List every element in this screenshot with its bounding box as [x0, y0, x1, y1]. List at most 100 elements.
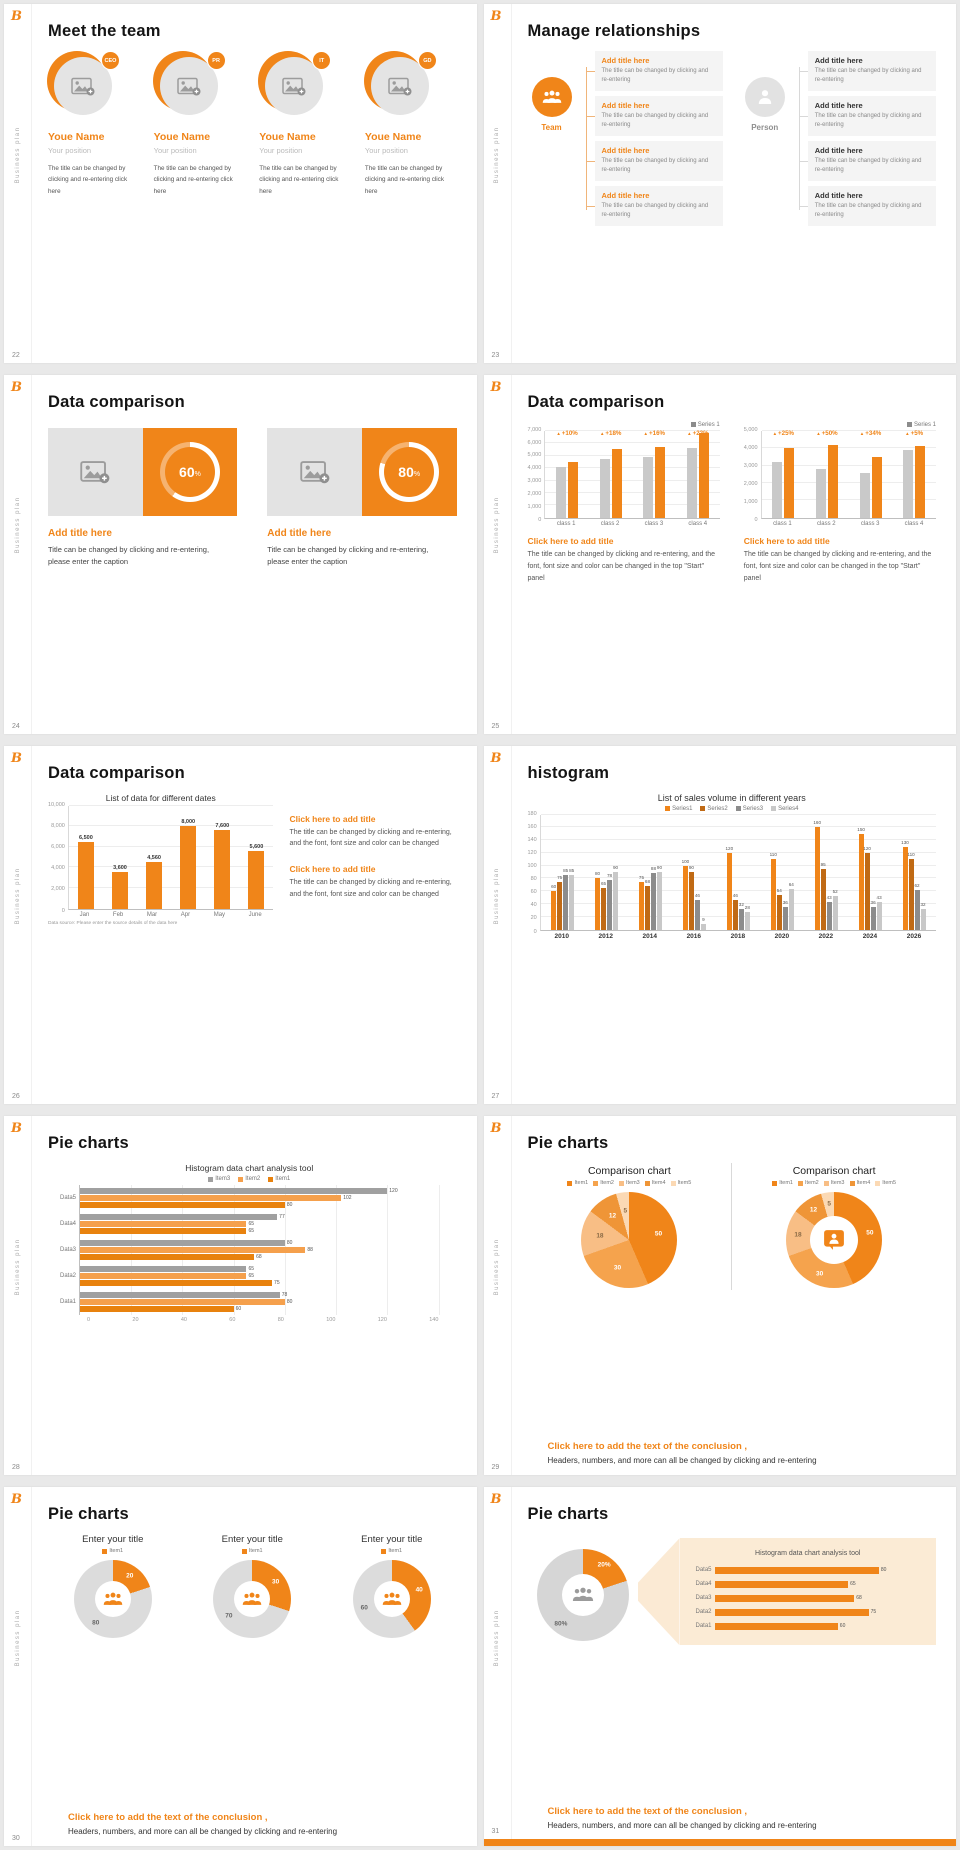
bar: [686, 448, 697, 518]
team-label: Team: [541, 123, 562, 132]
relationship-box: Add title here The title can be changed …: [798, 96, 936, 136]
legend-key: [670, 1180, 676, 1186]
bar: 68: [714, 1594, 862, 1602]
chart-title: Comparison chart: [792, 1165, 876, 1178]
role-badge: IT: [312, 51, 332, 70]
slide-title: Data comparison: [48, 763, 185, 782]
logo: B: [490, 1492, 502, 1508]
arrow-up-icon: ▲: [772, 430, 778, 436]
bar: 46: [733, 893, 738, 930]
sidebar-vertical-label: Business plan: [14, 1238, 21, 1296]
bar-value: 88: [650, 866, 657, 872]
image-placeholder-icon: [299, 460, 329, 484]
slide-sidebar: B Business plan 27: [484, 745, 512, 1105]
legend-key: [618, 1180, 624, 1186]
bar-value: 160: [813, 820, 822, 826]
chart-title: List of sales volume in different years: [657, 792, 806, 803]
conclusion-text: Headers, numbers, and more can all be ch…: [68, 1826, 338, 1836]
slide-number: 25: [491, 722, 500, 730]
x-tick-label: class 3: [644, 520, 664, 527]
slide-25: B Business plan 25 Data comparison Serie…: [483, 374, 956, 734]
bar-group: 5,600: [248, 806, 265, 909]
avatar: CEO: [47, 51, 120, 117]
bar-value: 120: [863, 845, 871, 851]
box-description: The title can be changed by clicking and…: [601, 158, 709, 173]
conclusion-text: Headers, numbers, and more can all be ch…: [547, 1456, 817, 1466]
bar: 130: [901, 840, 909, 930]
person-label: Person: [751, 123, 779, 132]
slide-22: B Business plan 22 Meet the team CEO You…: [4, 4, 477, 363]
bar-value: 120: [725, 845, 734, 851]
block-title: Click here to add title: [527, 535, 614, 546]
box-title: Add title here: [814, 146, 863, 155]
bar-value: 95: [820, 861, 826, 867]
bar: 62: [914, 883, 920, 930]
bar: 85: [563, 868, 568, 930]
sidebar-vertical-label: Business plan: [14, 1609, 21, 1667]
y-axis: 180 160 140 120 100 80 60 40 20 0: [527, 810, 537, 935]
bar: 75: [714, 1608, 876, 1616]
legend-key: [593, 1180, 599, 1186]
plot-area: ▲+25% ▲+50% ▲+34% ▲+5%: [760, 429, 936, 519]
category-label: Data1: [695, 1623, 712, 1630]
dates-section: List of data for different dates 10,000 8,…: [48, 793, 457, 926]
chart-legend: Item1: [327, 1548, 457, 1554]
slide-sidebar: B Business plan 31: [484, 1487, 512, 1846]
bar-value: 65: [248, 1221, 255, 1228]
slide-26: B Business plan 26 Data comparison List …: [4, 745, 477, 1105]
image-placeholder: [267, 427, 362, 516]
slide-sidebar: B Business plan 26: [4, 745, 32, 1105]
donut-chart: 20 80: [73, 1560, 152, 1639]
legend-item: Item4: [849, 1180, 870, 1186]
bar-value: 60: [551, 884, 557, 890]
pie-chart: 50 30 18 12 5: [581, 1192, 678, 1289]
bar: 46: [695, 893, 700, 930]
box-title: Add title here: [601, 101, 650, 110]
avatar-placeholder: [370, 57, 429, 115]
slice-label: 50: [866, 1229, 874, 1237]
legend-item: Item5: [875, 1180, 896, 1186]
comparison-panels: 60% Add title here Title can be changed …: [48, 427, 457, 568]
x-tick-label: 2026: [906, 932, 922, 940]
slide-number: 31: [491, 1827, 500, 1835]
relationship-box: Add title here The title can be changed …: [798, 141, 936, 181]
growth-label: ▲+18%: [599, 429, 622, 437]
member-position: Your position: [48, 146, 92, 155]
bar-value: 54: [776, 888, 782, 894]
x-tick-label: 20: [132, 1317, 139, 1324]
sidebar-vertical-label: Business plan: [494, 126, 500, 184]
bar-group: ▲+18%: [599, 429, 622, 518]
team-member: PR Youe Name Your position The title can…: [152, 51, 246, 197]
pies-row: Comparison chart Item1 Item2 Item3 Item4 Ite…: [528, 1163, 937, 1291]
person-chat-icon: [824, 1230, 845, 1251]
bar-value: 85: [563, 868, 569, 874]
slice-label: 50: [654, 1230, 663, 1238]
category-label: Data3: [60, 1247, 77, 1254]
x-tick-label: 2024: [862, 932, 878, 940]
block-title: Click here to add title: [743, 535, 830, 546]
legend-item: Item1: [241, 1548, 263, 1554]
bar-value: 88: [307, 1247, 313, 1254]
legend-item: Series3: [735, 806, 763, 812]
member-name: Youe Name: [48, 131, 105, 143]
sidebar-vertical-label: Business plan: [494, 1609, 500, 1667]
bar: [915, 446, 926, 518]
bar: 88: [80, 1247, 313, 1254]
bar-value: 80: [595, 871, 601, 877]
avatar: GD: [363, 51, 437, 117]
percent-sign: %: [413, 470, 421, 478]
x-tick-label: class 2: [816, 520, 836, 527]
bar-value: 90: [688, 865, 694, 871]
bar: 110: [907, 852, 915, 930]
beam-connector: [637, 1538, 680, 1646]
x-axis-labels: Jan Feb Mar Apr May June: [68, 912, 274, 918]
bar-value: 3,600: [113, 864, 127, 871]
legend-item: Item3: [823, 1180, 845, 1186]
slide-24: B Business plan 24 Data comparison 60% A…: [4, 374, 477, 734]
relationship-box: Add title here The title can be changed …: [798, 51, 936, 91]
x-axis-labels: class 1 class 2 class 3 class 4: [761, 521, 936, 527]
bar: [568, 461, 579, 518]
bar: [698, 433, 709, 518]
category-axis: Data5 Data4 Data3 Data2 Data1: [60, 1185, 79, 1315]
